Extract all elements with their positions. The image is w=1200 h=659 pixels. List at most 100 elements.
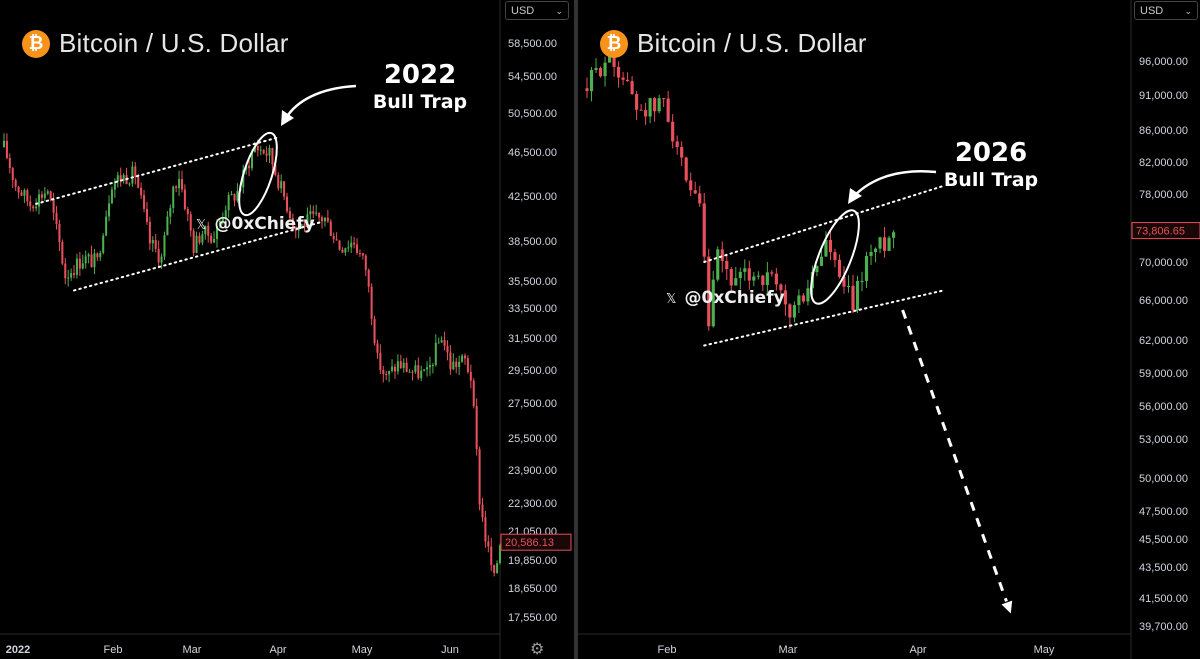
- candle-body: [192, 230, 195, 253]
- candle-body: [756, 275, 760, 277]
- candle-body: [218, 220, 221, 226]
- y-tick-label: 33,500.00: [508, 303, 557, 315]
- annotation-arrow-head: [281, 110, 294, 126]
- candle-body: [770, 272, 774, 274]
- candle-body: [801, 295, 805, 302]
- y-tick-label: 35,500.00: [508, 276, 557, 288]
- candle-body: [271, 148, 274, 165]
- candle-body: [792, 305, 796, 318]
- candle-body: [765, 272, 769, 286]
- candle-body: [842, 276, 846, 287]
- candle-body: [154, 240, 157, 249]
- candle-body: [242, 169, 245, 188]
- candle-body: [148, 221, 151, 244]
- y-tick-label: 50,500.00: [508, 108, 557, 120]
- candle-body: [461, 355, 464, 362]
- candle-body: [213, 238, 216, 243]
- candle-body: [440, 340, 443, 343]
- candle-body: [612, 51, 616, 67]
- settings-gear-icon[interactable]: ⚙: [530, 641, 545, 658]
- currency-label: USD: [511, 5, 535, 17]
- candle-body: [815, 265, 819, 273]
- currency-selector[interactable]: USD ⌄: [505, 1, 569, 20]
- watermark: 𝕏 @0xChiefy: [666, 288, 785, 308]
- candle-body: [420, 370, 423, 379]
- candle-body: [78, 258, 81, 269]
- candle-body: [309, 211, 312, 215]
- candle-body: [29, 201, 32, 207]
- candle-body: [224, 210, 227, 219]
- candle-body: [684, 157, 688, 181]
- candle-body: [689, 180, 693, 191]
- candle-body: [204, 225, 207, 235]
- candle-body: [40, 194, 43, 198]
- candle-body: [178, 179, 181, 189]
- candle-body: [347, 247, 350, 249]
- candle-body: [887, 237, 891, 251]
- candle-body: [23, 190, 26, 196]
- y-tick-label: 86,000.00: [1139, 125, 1188, 137]
- candle-body: [248, 165, 251, 169]
- candle-body: [388, 370, 391, 375]
- y-tick-label: 22,300.00: [508, 498, 557, 510]
- candle-body: [496, 563, 499, 573]
- candle-body: [341, 249, 344, 253]
- currency-selector[interactable]: USD ⌄: [1134, 1, 1198, 20]
- y-tick-label: 27,500.00: [508, 398, 557, 410]
- bitcoin-logo-icon: ₿: [600, 29, 628, 58]
- y-tick-label: 58,500.00: [508, 38, 557, 50]
- y-tick-label: 23,900.00: [508, 465, 557, 477]
- candle-body: [824, 239, 828, 257]
- y-tick-label: 17,550.00: [508, 612, 557, 624]
- candle-body: [860, 280, 864, 282]
- candle-body: [110, 189, 113, 204]
- candle-body: [698, 193, 702, 204]
- candle-body: [393, 366, 396, 372]
- candle-body: [84, 256, 87, 264]
- candle-body: [201, 234, 204, 243]
- candle-body: [312, 211, 315, 214]
- x-tick-label: Mar: [779, 644, 798, 656]
- candle-body: [265, 153, 268, 156]
- candle-body: [64, 263, 67, 279]
- chart-canvas-2022[interactable]: 58,500.00 54,500.00 50,500.00 46,500.00 42,5…: [0, 0, 574, 659]
- y-tick-label: 53,000.00: [1139, 434, 1188, 446]
- candle-body: [175, 186, 178, 189]
- y-tick-label: 91,000.00: [1139, 90, 1188, 102]
- candle-body: [183, 189, 186, 210]
- candle-body: [891, 232, 896, 238]
- chart-panel-2022[interactable]: 58,500.00 54,500.00 50,500.00 46,500.00 42,5…: [0, 0, 574, 659]
- candle-body: [70, 273, 73, 278]
- channel-line-upper: [35, 136, 280, 205]
- candle-body: [326, 217, 329, 222]
- symbol-title: ₿ Bitcoin / U.S. Dollar: [600, 28, 867, 59]
- chart-title: Bitcoin / U.S. Dollar: [637, 28, 867, 58]
- candle-body: [250, 152, 254, 169]
- candle-body: [43, 193, 46, 198]
- channel-line-lower: [73, 220, 324, 292]
- candle-body: [653, 98, 657, 112]
- candle-body: [361, 253, 364, 256]
- chart-canvas-2026[interactable]: 96,000.00 91,000.00 86,000.00 82,000.00 78,0…: [578, 0, 1200, 659]
- candle-body: [172, 186, 175, 208]
- candle-body: [300, 224, 303, 229]
- candle-body: [819, 256, 824, 266]
- candle-body: [128, 183, 131, 185]
- candle-body: [414, 365, 417, 373]
- candle-body: [119, 175, 122, 181]
- candle-body: [207, 225, 210, 236]
- chart-panel-2026[interactable]: 96,000.00 91,000.00 86,000.00 82,000.00 78,0…: [578, 0, 1200, 659]
- projection-arrow: [901, 309, 1008, 602]
- candle-body: [639, 109, 643, 111]
- y-tick-label: 25,500.00: [508, 433, 557, 445]
- candle-body: [26, 190, 29, 202]
- candle-body: [657, 98, 661, 112]
- candle-body: [329, 221, 332, 236]
- y-tick-label: 31,500.00: [508, 333, 557, 345]
- candle-body: [680, 147, 684, 158]
- candle-body: [662, 98, 666, 100]
- candle-body: [113, 181, 116, 190]
- x-tick-label: Apr: [269, 644, 286, 656]
- candle-body: [761, 275, 765, 286]
- candle-body: [855, 281, 860, 311]
